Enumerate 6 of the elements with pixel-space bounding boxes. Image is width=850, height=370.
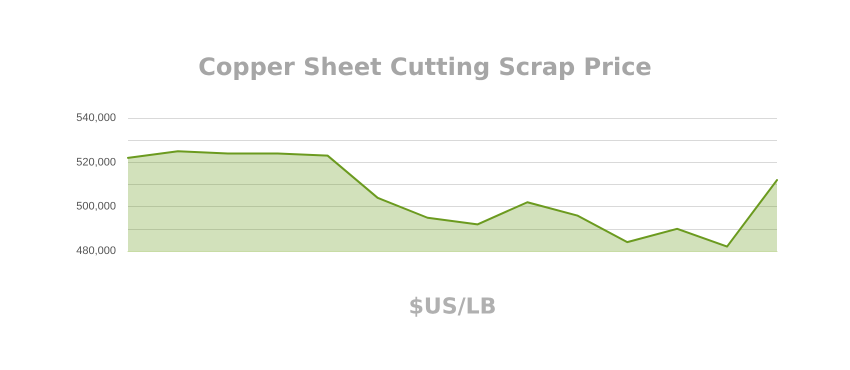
x-axis-title: $US/LB bbox=[408, 294, 496, 320]
y-tick-label: 540,000 bbox=[76, 112, 116, 124]
chart-title: Copper Sheet Cutting Scrap Price bbox=[198, 53, 652, 81]
y-tick-label: 520,000 bbox=[76, 156, 116, 168]
y-tick-label: 480,000 bbox=[76, 245, 116, 257]
y-tick-label: 500,000 bbox=[76, 200, 116, 213]
